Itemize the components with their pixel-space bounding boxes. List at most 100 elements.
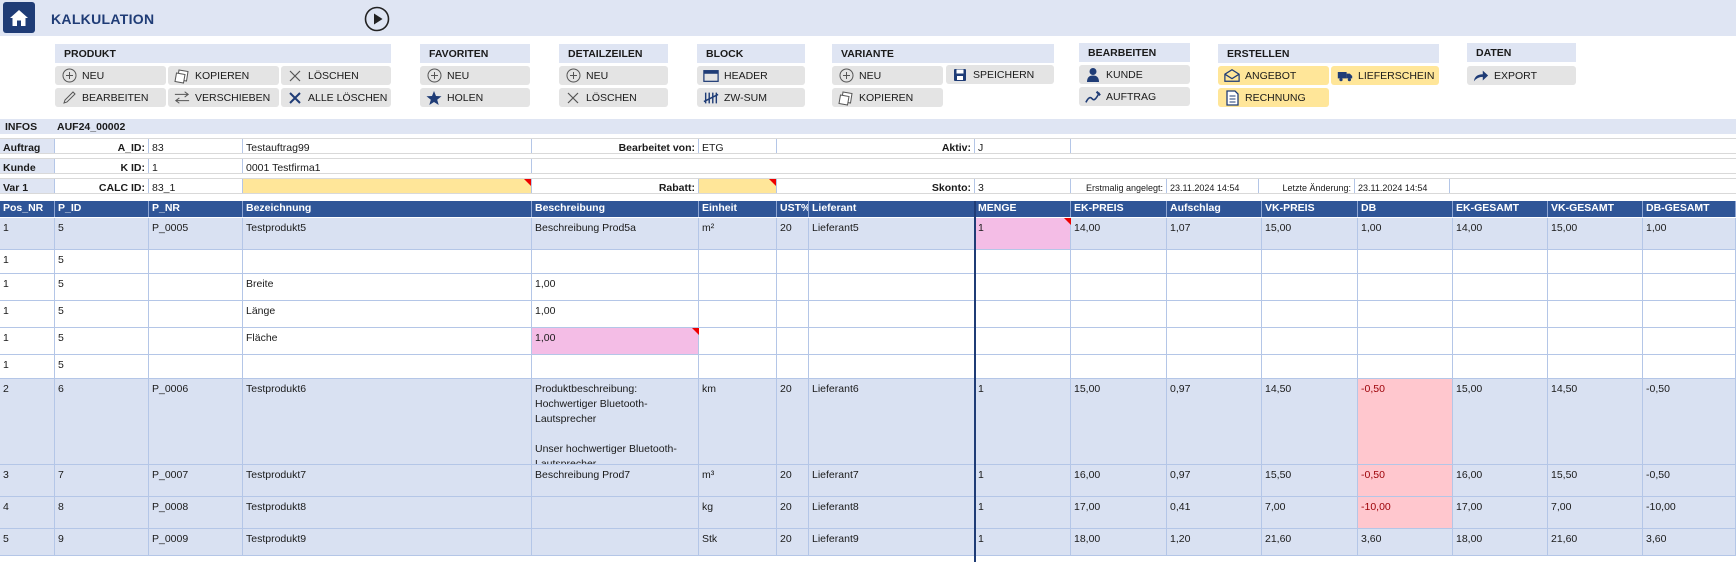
cell-beschreibung[interactable] bbox=[532, 355, 699, 378]
col-header-menge[interactable]: MENGE bbox=[975, 201, 1071, 217]
cell-ek-gesamt[interactable]: 17,00 bbox=[1453, 497, 1548, 528]
cell-einheit[interactable]: kg bbox=[699, 497, 777, 528]
cell-aufschlag[interactable] bbox=[1167, 328, 1262, 354]
cell-lieferant[interactable]: Lieferant5 bbox=[809, 218, 975, 249]
cell-db-gesamt[interactable]: -10,00 bbox=[1643, 497, 1736, 528]
cell-ek-preis[interactable]: 15,00 bbox=[1071, 379, 1167, 464]
cell-db[interactable] bbox=[1358, 250, 1453, 273]
cell-vk-preis[interactable] bbox=[1262, 328, 1358, 354]
cell-db-gesamt[interactable] bbox=[1643, 274, 1736, 300]
cell-pos-nr[interactable]: 1 bbox=[0, 250, 55, 273]
cell-beschreibung[interactable] bbox=[532, 250, 699, 273]
cell-vk-gesamt[interactable] bbox=[1548, 355, 1643, 378]
bearbeiten-kunde-button[interactable]: KUNDE bbox=[1079, 65, 1190, 84]
cell-db-gesamt[interactable]: -0,50 bbox=[1643, 465, 1736, 496]
cell-ek-gesamt[interactable]: 16,00 bbox=[1453, 465, 1548, 496]
col-header-einheit[interactable]: Einheit bbox=[699, 201, 777, 217]
cell-ek-gesamt[interactable] bbox=[1453, 301, 1548, 327]
block-header-button[interactable]: HEADER bbox=[697, 66, 805, 85]
cell-bezeichnung[interactable]: Länge bbox=[243, 301, 532, 327]
cell-db[interactable] bbox=[1358, 328, 1453, 354]
cell-ek-gesamt[interactable]: 18,00 bbox=[1453, 529, 1548, 555]
cell-einheit[interactable]: m² bbox=[699, 218, 777, 249]
skonto-value[interactable]: 3 bbox=[975, 179, 1071, 193]
favoriten-neu-button[interactable]: NEU bbox=[420, 66, 530, 85]
detailzeilen-loeschen-button[interactable]: LÖSCHEN bbox=[559, 88, 668, 107]
cell-db[interactable]: -0,50 bbox=[1358, 379, 1453, 464]
cell-db[interactable]: -10,00 bbox=[1358, 497, 1453, 528]
cell-beschreibung[interactable]: 1,00 bbox=[532, 274, 699, 300]
cell-p-id[interactable]: 5 bbox=[55, 274, 149, 300]
cell-lieferant[interactable] bbox=[809, 355, 975, 378]
cell-ek-preis[interactable]: 14,00 bbox=[1071, 218, 1167, 249]
cell-bezeichnung[interactable]: Testprodukt6 bbox=[243, 379, 532, 464]
cell-db-gesamt[interactable] bbox=[1643, 328, 1736, 354]
variante-speichern-button[interactable]: SPEICHERN bbox=[946, 65, 1054, 84]
cell-vk-preis[interactable]: 15,50 bbox=[1262, 465, 1358, 496]
cell-einheit[interactable] bbox=[699, 328, 777, 354]
erstellen-angebot-button[interactable]: ANGEBOT bbox=[1218, 66, 1329, 85]
cell-lieferant[interactable]: Lieferant7 bbox=[809, 465, 975, 496]
cell-menge[interactable]: 1 bbox=[975, 218, 1071, 249]
cell-db-gesamt[interactable]: 3,60 bbox=[1643, 529, 1736, 555]
cell-beschreibung[interactable]: Beschreibung Prod5a bbox=[532, 218, 699, 249]
cell-beschreibung[interactable]: 1,00 bbox=[532, 301, 699, 327]
col-header-db[interactable]: DB bbox=[1358, 201, 1453, 217]
cell-p-id[interactable]: 5 bbox=[55, 355, 149, 378]
cell-ek-preis[interactable]: 18,00 bbox=[1071, 529, 1167, 555]
cell-bezeichnung[interactable] bbox=[243, 250, 532, 273]
cell-ust[interactable]: 20 bbox=[777, 465, 809, 496]
cell-p-nr[interactable] bbox=[149, 250, 243, 273]
cell-ust[interactable]: 20 bbox=[777, 529, 809, 555]
cell-p-id[interactable]: 7 bbox=[55, 465, 149, 496]
cell-einheit[interactable] bbox=[699, 250, 777, 273]
cell-p-nr[interactable] bbox=[149, 328, 243, 354]
cell-vk-gesamt[interactable]: 7,00 bbox=[1548, 497, 1643, 528]
cell-menge[interactable] bbox=[975, 355, 1071, 378]
cell-aufschlag[interactable] bbox=[1167, 301, 1262, 327]
cell-menge[interactable]: 1 bbox=[975, 379, 1071, 464]
cell-aufschlag[interactable] bbox=[1167, 250, 1262, 273]
cell-pos-nr[interactable]: 1 bbox=[0, 328, 55, 354]
cell-p-nr[interactable]: P_0005 bbox=[149, 218, 243, 249]
cell-vk-preis[interactable]: 14,50 bbox=[1262, 379, 1358, 464]
cell-vk-gesamt[interactable]: 21,60 bbox=[1548, 529, 1643, 555]
cell-lieferant[interactable] bbox=[809, 274, 975, 300]
kunde-name-value[interactable]: 0001 Testfirma1 bbox=[243, 159, 532, 173]
cell-einheit[interactable]: km bbox=[699, 379, 777, 464]
cell-einheit[interactable] bbox=[699, 274, 777, 300]
cell-vk-gesamt[interactable] bbox=[1548, 328, 1643, 354]
cell-aufschlag[interactable] bbox=[1167, 355, 1262, 378]
variante-kopieren-button[interactable]: KOPIEREN bbox=[832, 88, 943, 107]
cell-ek-preis[interactable] bbox=[1071, 328, 1167, 354]
aktiv-value[interactable]: J bbox=[975, 139, 1071, 153]
cell-bezeichnung[interactable]: Testprodukt9 bbox=[243, 529, 532, 555]
cell-pos-nr[interactable]: 5 bbox=[0, 529, 55, 555]
cell-vk-preis[interactable]: 21,60 bbox=[1262, 529, 1358, 555]
cell-lieferant[interactable] bbox=[809, 328, 975, 354]
cell-einheit[interactable] bbox=[699, 301, 777, 327]
cell-beschreibung[interactable]: Beschreibung Prod7 bbox=[532, 465, 699, 496]
cell-ust[interactable] bbox=[777, 328, 809, 354]
produkt-verschieben-button[interactable]: VERSCHIEBEN bbox=[168, 88, 279, 107]
cell-db-gesamt[interactable] bbox=[1643, 250, 1736, 273]
produkt-neu-button[interactable]: NEU bbox=[55, 66, 166, 85]
cell-ek-gesamt[interactable] bbox=[1453, 328, 1548, 354]
cell-bezeichnung[interactable]: Testprodukt5 bbox=[243, 218, 532, 249]
cell-p-nr[interactable] bbox=[149, 355, 243, 378]
col-header-lieferant[interactable]: Lieferant bbox=[809, 201, 975, 217]
cell-p-id[interactable]: 5 bbox=[55, 328, 149, 354]
cell-vk-preis[interactable] bbox=[1262, 250, 1358, 273]
cell-bezeichnung[interactable] bbox=[243, 355, 532, 378]
cell-bezeichnung[interactable]: Testprodukt8 bbox=[243, 497, 532, 528]
favoriten-holen-button[interactable]: HOLEN bbox=[420, 88, 530, 107]
bearbeitet-value[interactable]: ETG bbox=[699, 139, 777, 153]
cell-p-id[interactable]: 6 bbox=[55, 379, 149, 464]
bearbeiten-auftrag-button[interactable]: AUFTRAG bbox=[1079, 87, 1190, 106]
cell-beschreibung[interactable] bbox=[532, 529, 699, 555]
cell-ust[interactable]: 20 bbox=[777, 218, 809, 249]
col-header-vk-gesamt[interactable]: VK-GESAMT bbox=[1548, 201, 1643, 217]
rabatt-value[interactable] bbox=[699, 179, 777, 193]
col-header-pos-nr[interactable]: Pos_NR bbox=[0, 201, 55, 217]
cell-pos-nr[interactable]: 2 bbox=[0, 379, 55, 464]
